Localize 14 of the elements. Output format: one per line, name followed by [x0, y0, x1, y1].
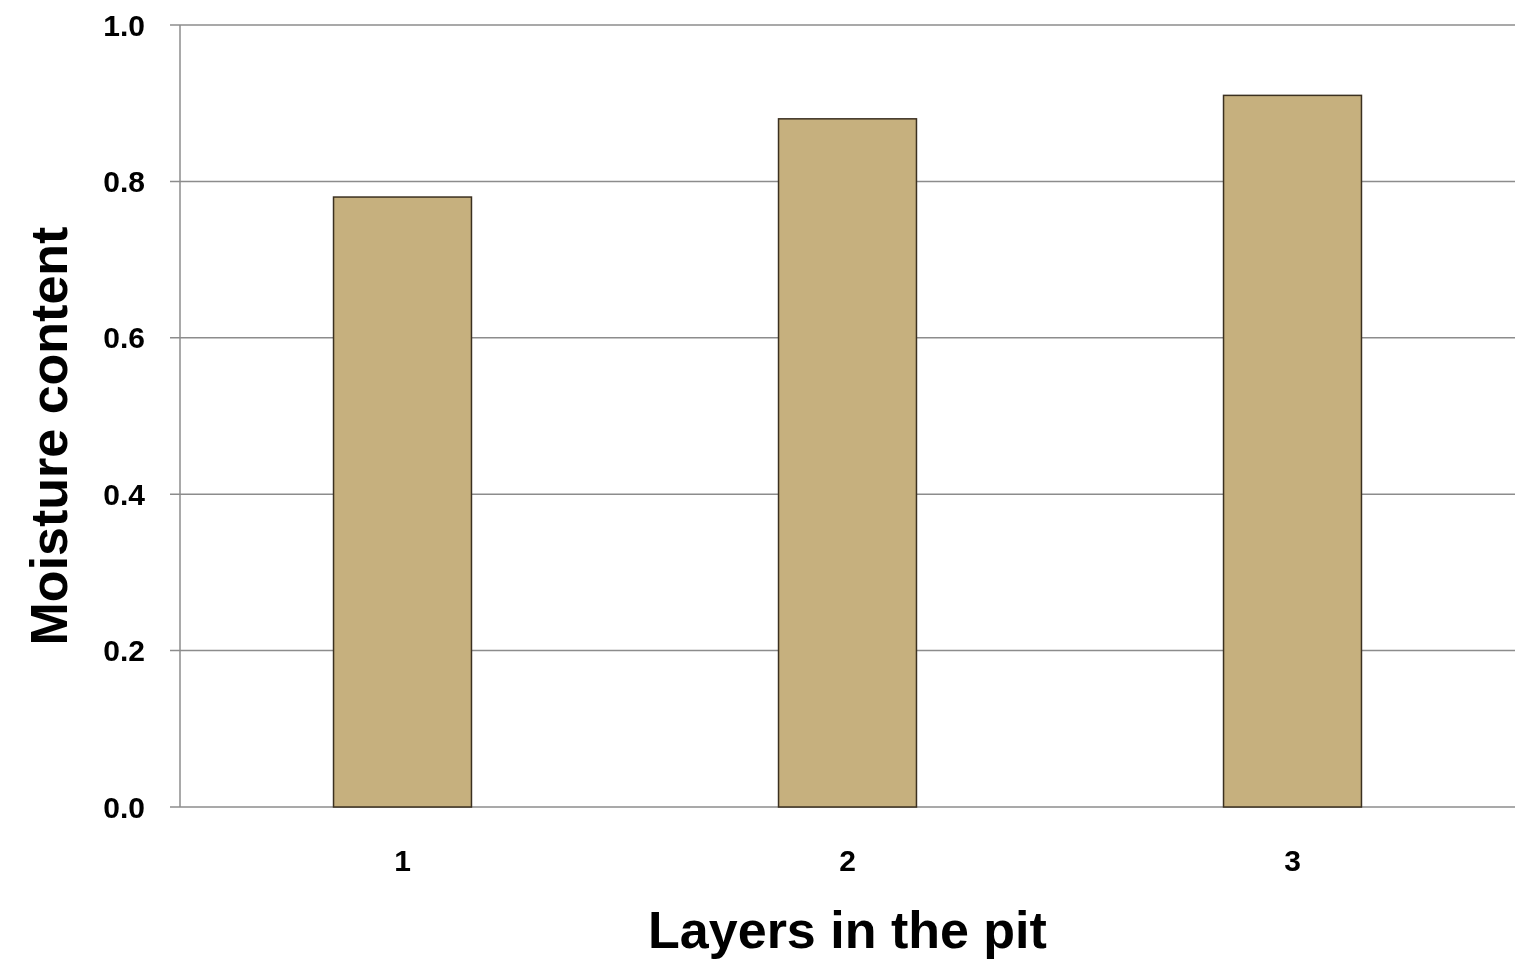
y-tick-label: 0.2: [103, 634, 145, 668]
y-tick-label: 0.0: [103, 790, 145, 824]
y-tick-label: 0.4: [103, 477, 146, 511]
y-tick-label: 1.0: [103, 8, 145, 42]
bar: [777, 118, 918, 808]
x-tick-label: 1: [394, 844, 411, 877]
y-tick-label: 0.8: [103, 164, 145, 198]
x-tick-label: 3: [1284, 844, 1301, 877]
y-axis-title: Moisture content: [20, 226, 78, 646]
x-tick-label: 2: [839, 844, 856, 877]
x-axis-title: Layers in the pit: [648, 901, 1047, 959]
y-tick-label: 0.6: [103, 321, 145, 355]
bar: [332, 196, 473, 808]
bar: [1222, 94, 1363, 808]
